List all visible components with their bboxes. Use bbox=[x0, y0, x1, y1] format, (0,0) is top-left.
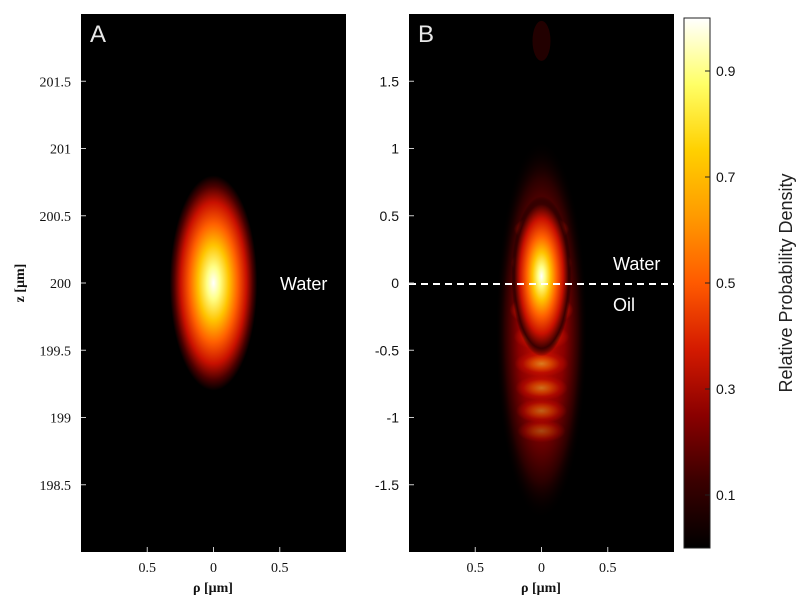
panel-b: B Water Oil 0.5 0 0.5 1.5 1 0.5 0 -0.5 -1 -1.5 ρ … bbox=[375, 14, 674, 596]
x-tick-label: 0 bbox=[210, 561, 217, 576]
colorbar-ticks: 0.9 0.7 0.5 0.3 0.1 bbox=[705, 63, 736, 503]
x-tick-label: 0.5 bbox=[599, 561, 617, 576]
x-tick-label: 0.5 bbox=[271, 561, 289, 576]
panel-a-heatmap bbox=[169, 175, 258, 391]
y-tick-label: 201.5 bbox=[40, 75, 72, 90]
y-tick-label: 0.5 bbox=[380, 208, 400, 224]
y-tick-label: 200 bbox=[50, 277, 71, 292]
panel-b-x-axis-title: ρ [μm] bbox=[521, 581, 561, 596]
panel-b-lobe bbox=[514, 350, 569, 377]
panel-a-intensity-spot bbox=[169, 175, 258, 391]
y-tick-label: 1 bbox=[391, 141, 399, 157]
colorbar-tick-label: 0.5 bbox=[716, 275, 736, 291]
panel-b-heatmap bbox=[495, 20, 588, 521]
colorbar-title: Relative Probability Density bbox=[776, 173, 796, 392]
panel-a-label: A bbox=[90, 21, 106, 48]
colorbar-tick-label: 0.7 bbox=[716, 169, 736, 185]
y-tick-label: -1 bbox=[387, 410, 400, 426]
y-tick-label: 199 bbox=[50, 412, 71, 427]
panel-a-water-label: Water bbox=[280, 274, 327, 294]
x-tick-label: 0 bbox=[538, 561, 545, 576]
panel-b-peak-spot bbox=[511, 196, 572, 357]
colorbar-tick-label: 0.1 bbox=[716, 487, 736, 503]
panel-a-y-axis-title: z [μm] bbox=[13, 264, 28, 303]
panel-a: A Water 0.5 0 0.5 201.5 201 200.5 200 199.5 199 1… bbox=[13, 14, 346, 596]
y-tick-label: -1.5 bbox=[375, 477, 399, 493]
panel-b-lobe bbox=[515, 375, 568, 401]
panel-b-faint-top-lobe bbox=[532, 20, 551, 61]
y-tick-label: 200.5 bbox=[40, 210, 72, 225]
panel-b-lobe bbox=[517, 419, 566, 443]
x-tick-label: 0.5 bbox=[467, 561, 485, 576]
panel-b-ticks: 0.5 0 0.5 1.5 1 0.5 0 -0.5 -1 -1.5 bbox=[375, 73, 617, 576]
y-tick-label: 199.5 bbox=[40, 344, 72, 359]
colorbar: 0.9 0.7 0.5 0.3 0.1 Relative Probability Den… bbox=[683, 17, 796, 549]
panel-b-water-label: Water bbox=[613, 254, 660, 274]
y-tick-label: 201 bbox=[50, 143, 71, 158]
y-tick-label: 198.5 bbox=[40, 479, 72, 494]
panel-a-ticks: 0.5 0 0.5 201.5 201 200.5 200 199.5 199 198.5 bbox=[40, 75, 289, 576]
colorbar-tick-label: 0.3 bbox=[716, 381, 736, 397]
panel-a-x-axis-title: ρ [μm] bbox=[193, 581, 233, 596]
y-tick-label: -0.5 bbox=[375, 342, 399, 358]
x-tick-label: 0.5 bbox=[139, 561, 157, 576]
y-tick-label: 0 bbox=[391, 275, 399, 291]
panel-b-lobe bbox=[515, 398, 568, 423]
colorbar-tick-label: 0.9 bbox=[716, 63, 736, 79]
y-tick-label: 1.5 bbox=[380, 73, 400, 89]
panel-b-oil-label: Oil bbox=[613, 295, 635, 315]
panel-b-label: B bbox=[418, 21, 434, 48]
